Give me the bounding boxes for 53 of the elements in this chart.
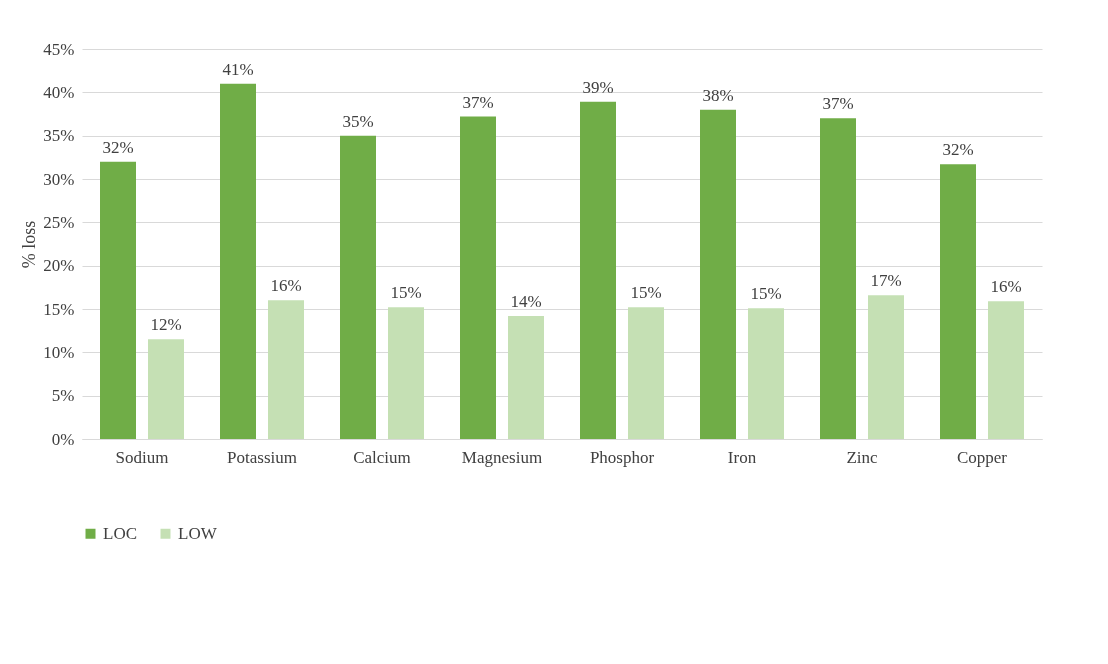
y-axis-title: % loss <box>19 220 40 269</box>
legend-label: LOW <box>178 523 218 543</box>
data-label: 41% <box>222 59 254 79</box>
x-tick-label: Potassium <box>227 447 297 467</box>
y-tick-label: 10% <box>43 342 75 362</box>
data-label: 14% <box>510 291 542 311</box>
x-tick-label: Calcium <box>353 447 411 467</box>
y-tick-label: 0% <box>51 429 75 449</box>
bar <box>268 300 304 439</box>
x-tick-label: Sodium <box>115 447 169 467</box>
bar <box>340 135 376 439</box>
data-label: 15% <box>630 283 662 303</box>
y-tick-label: 25% <box>43 212 75 232</box>
data-label: 38% <box>702 85 734 105</box>
bar <box>508 315 544 439</box>
x-tick-label: Copper <box>956 447 1008 467</box>
bar <box>988 301 1024 439</box>
bar <box>628 307 664 439</box>
y-tick-label: 15% <box>43 299 75 319</box>
x-tick-label: Zinc <box>846 447 879 467</box>
x-tick-label: Magnesium <box>461 447 543 467</box>
data-label: 32% <box>942 140 974 160</box>
y-tick-label: 30% <box>43 169 75 189</box>
bar <box>940 164 976 439</box>
data-label: 39% <box>582 77 614 97</box>
bar <box>820 118 856 439</box>
data-label: 16% <box>990 277 1022 297</box>
data-label: 15% <box>390 283 422 303</box>
data-label: 16% <box>270 276 302 296</box>
bar <box>220 83 256 439</box>
y-tick-label: 35% <box>43 126 75 146</box>
x-tick-label: Phosphor <box>589 447 655 467</box>
y-tick-label: 20% <box>43 256 75 276</box>
y-tick-label: 5% <box>51 386 75 406</box>
bar <box>148 339 184 439</box>
x-tick-label: Iron <box>727 447 757 467</box>
bar <box>748 308 784 439</box>
bar <box>460 116 496 439</box>
bar <box>100 161 136 439</box>
data-label: 37% <box>822 94 854 114</box>
y-tick-label: 45% <box>43 39 75 59</box>
bar <box>700 109 736 439</box>
bar <box>580 101 616 439</box>
data-label: 17% <box>870 271 902 291</box>
legend-label: LOC <box>103 523 137 543</box>
data-label: 35% <box>342 111 374 131</box>
bar <box>868 295 904 439</box>
bar <box>388 307 424 439</box>
y-tick-label: 40% <box>43 82 75 102</box>
data-label: 12% <box>150 315 182 335</box>
data-label: 32% <box>102 137 134 157</box>
data-label: 15% <box>750 284 782 304</box>
data-label: 37% <box>462 92 494 112</box>
